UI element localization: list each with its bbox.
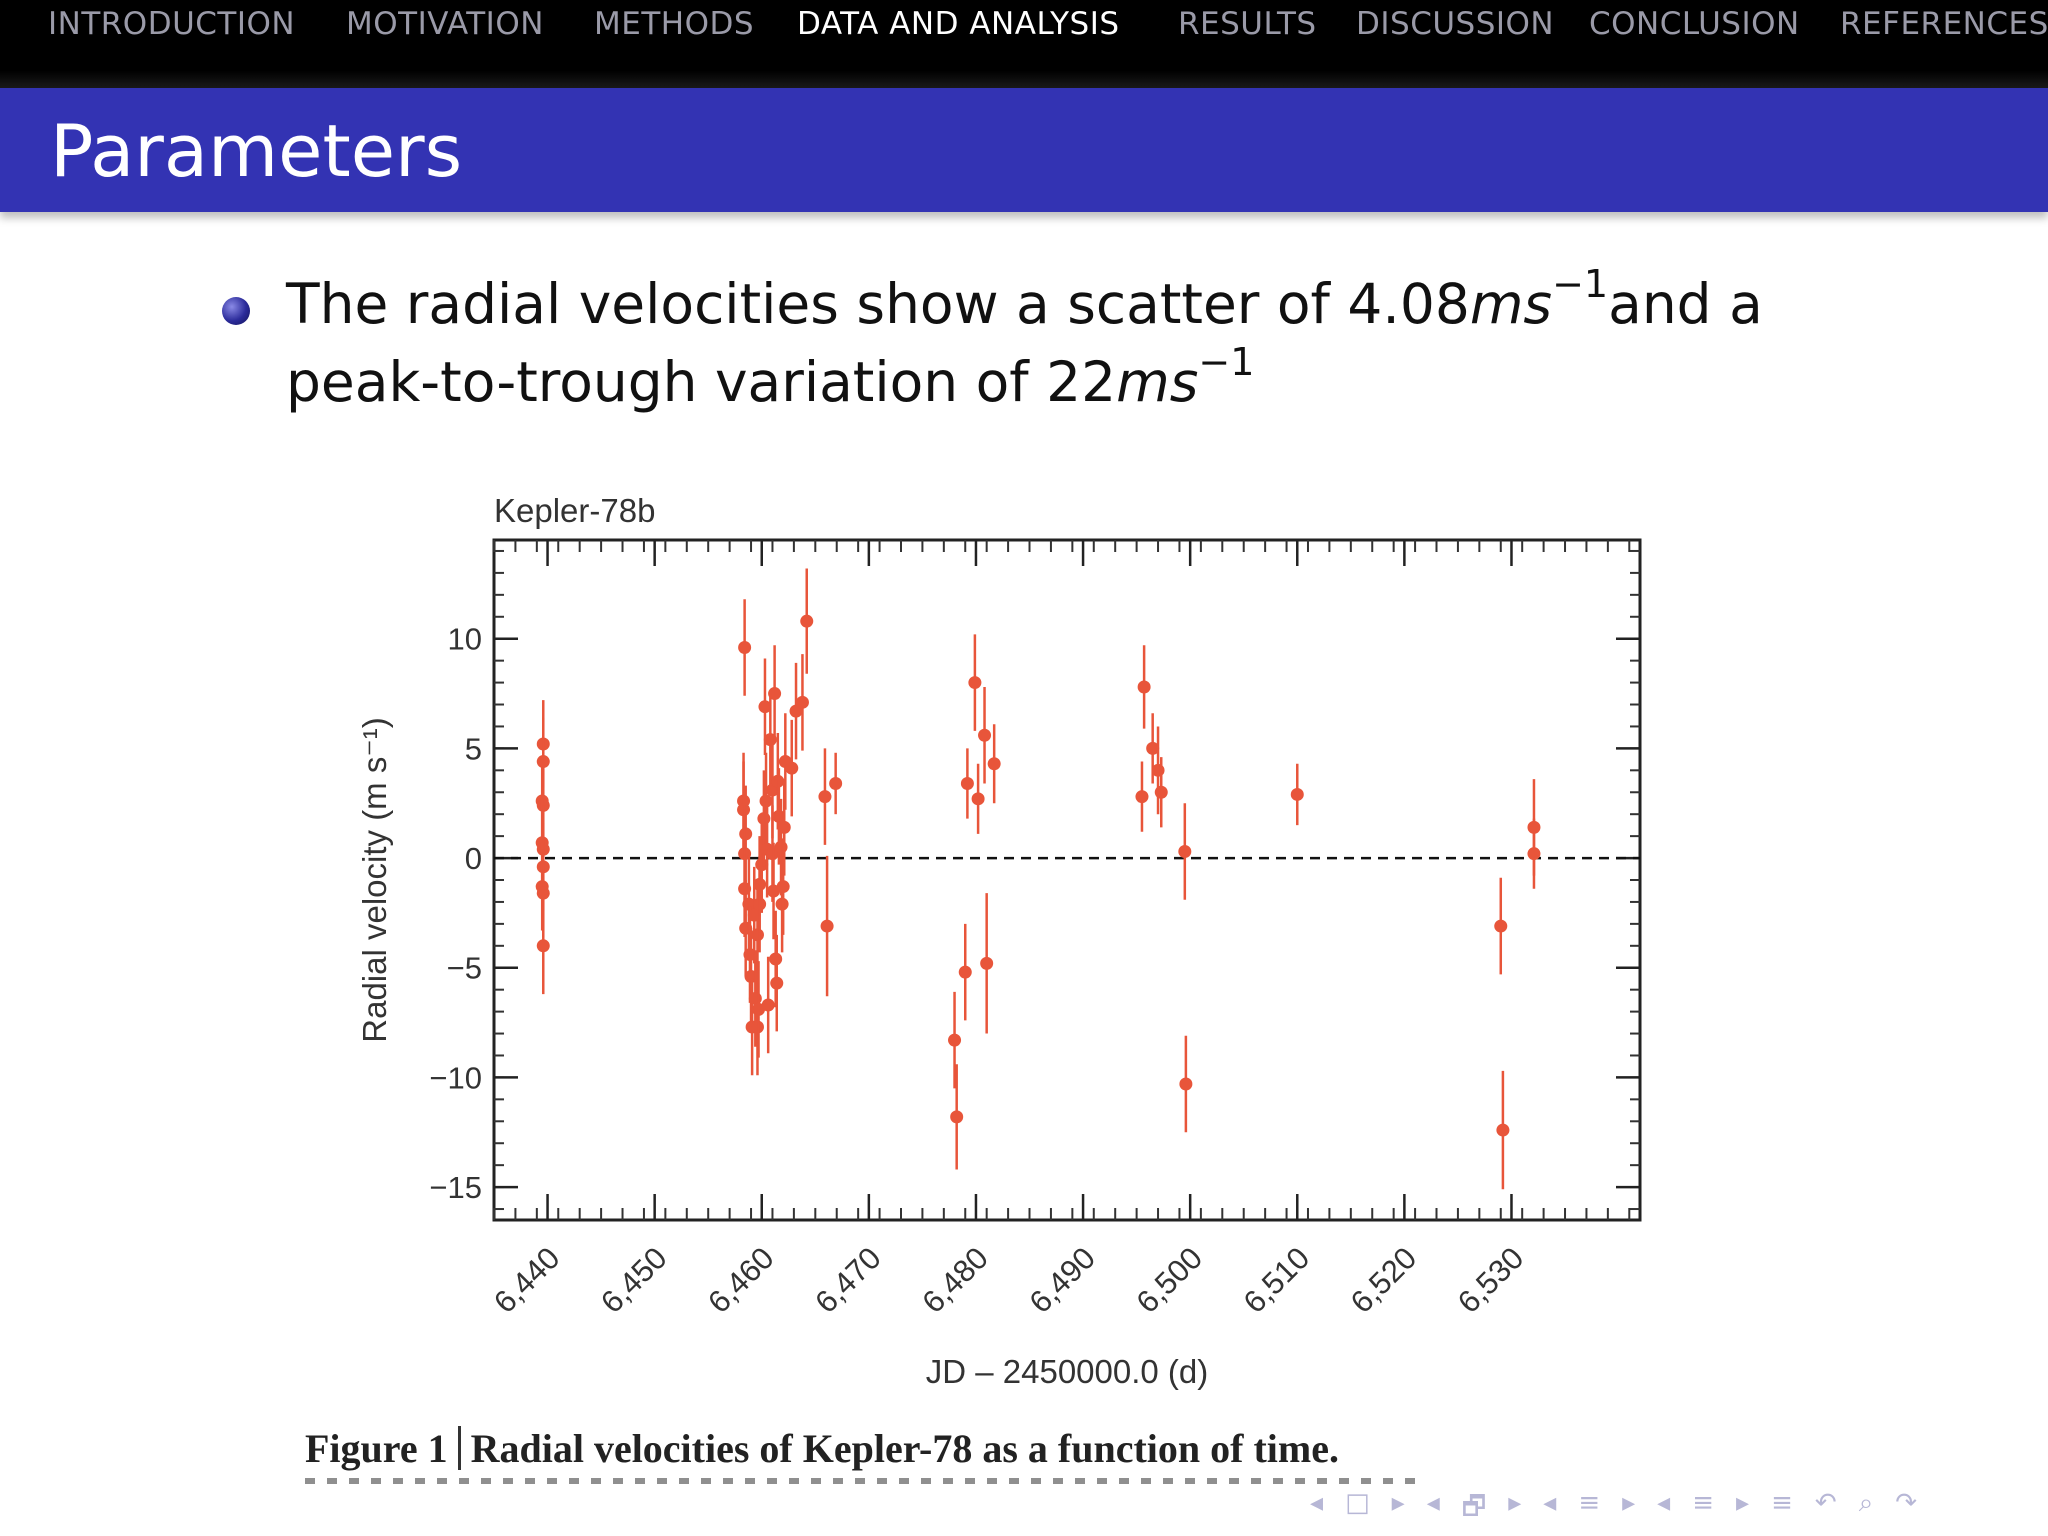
nav-item-conclusion[interactable]: CONCLUSION xyxy=(1589,6,1800,42)
x-tick-label: 6,500 xyxy=(1130,1240,1210,1320)
y-tick-label: 0 xyxy=(465,841,482,876)
data-point xyxy=(758,700,772,714)
data-point xyxy=(1135,790,1149,804)
y-tick-label: 10 xyxy=(448,622,482,657)
nav-item-motivation[interactable]: MOTIVATION xyxy=(346,6,544,42)
data-point xyxy=(1154,785,1168,799)
beamer-nav-glyph-0-icon[interactable]: ◂ xyxy=(1310,1488,1324,1518)
data-point xyxy=(968,676,982,690)
beamer-navigation-controls: ◂ □ ▸ ◂ 🗗 ▸ ◂ ≡ ▸ ◂ ≡ ▸ ≡ ↶ ⌕ ↷ xyxy=(1310,1488,1917,1524)
x-tick-label: 6,510 xyxy=(1237,1240,1317,1320)
x-tick-label: 6,450 xyxy=(594,1240,674,1320)
data-point xyxy=(950,1110,964,1124)
nav-item-discussion[interactable]: DISCUSSION xyxy=(1356,6,1555,42)
bullet-icon xyxy=(222,297,250,325)
data-point xyxy=(960,776,974,790)
data-point xyxy=(820,919,834,933)
data-point xyxy=(1146,741,1160,755)
figure-caption: Figure 1 Radial velocities of Kepler-78 a… xyxy=(305,1425,1339,1472)
x-tick-label: 6,460 xyxy=(701,1240,781,1320)
data-point xyxy=(753,877,767,891)
y-tick-label: −10 xyxy=(429,1060,482,1095)
data-point xyxy=(777,820,791,834)
caption-label: Figure 1 xyxy=(305,1426,448,1471)
data-point xyxy=(776,880,790,894)
beamer-nav-glyph-15-icon[interactable]: ↷ xyxy=(1895,1488,1918,1518)
data-point xyxy=(768,687,782,701)
data-point xyxy=(742,897,756,911)
y-tick-label: 5 xyxy=(465,731,482,766)
data-point xyxy=(536,939,550,953)
data-point xyxy=(759,794,773,808)
data-point xyxy=(1151,763,1165,777)
beamer-nav-glyph-14-icon[interactable]: ⌕ xyxy=(1858,1488,1874,1518)
data-point xyxy=(958,965,972,979)
beamer-nav-glyph-11-icon[interactable]: ▸ xyxy=(1736,1488,1750,1518)
slide-title: Parameters xyxy=(50,109,463,193)
x-tick-label: 6,530 xyxy=(1451,1240,1531,1320)
title-bar: Parameters xyxy=(0,88,2048,212)
data-point xyxy=(1494,919,1508,933)
nav-item-introduction[interactable]: INTRODUCTION xyxy=(48,6,296,42)
data-point xyxy=(795,695,809,709)
data-point xyxy=(774,840,788,854)
beamer-nav-glyph-10-icon[interactable]: ≡ xyxy=(1692,1488,1715,1518)
beamer-nav-glyph-1-icon[interactable]: □ xyxy=(1345,1488,1370,1518)
radial-velocity-chart: Kepler-78b 6,440 6,450 6,460 6,470 6,480 6,490… xyxy=(356,492,1642,1390)
data-point xyxy=(829,776,843,790)
x-tick-label: 6,440 xyxy=(487,1240,567,1320)
beamer-nav-glyph-13-icon[interactable]: ↶ xyxy=(1814,1488,1837,1518)
data-point xyxy=(1179,1077,1193,1091)
data-point xyxy=(971,792,985,806)
data-point xyxy=(536,886,550,900)
beamer-nav-glyph-2-icon[interactable]: ▸ xyxy=(1391,1488,1405,1518)
data-point xyxy=(1496,1123,1510,1137)
caption-separator xyxy=(457,1426,461,1470)
beamer-nav-glyph-3-icon[interactable]: ◂ xyxy=(1426,1488,1440,1518)
data-point xyxy=(1290,787,1304,801)
y-axis-label: Radial velocity (m s⁻¹) xyxy=(356,717,393,1042)
data-point xyxy=(757,812,771,826)
x-tick-label: 6,480 xyxy=(915,1240,995,1320)
nav-item-references[interactable]: REFERENCES xyxy=(1840,6,2048,42)
data-point xyxy=(761,998,775,1012)
nav-item-methods[interactable]: METHODS xyxy=(594,6,755,42)
nav-item-data-and-analysis[interactable]: DATA AND ANALYSIS xyxy=(797,6,1120,42)
data-point xyxy=(770,976,784,990)
beamer-nav-glyph-8-icon[interactable]: ▸ xyxy=(1622,1488,1636,1518)
x-axis-label: JD – 2450000.0 (d) xyxy=(926,1353,1209,1390)
data-point xyxy=(800,614,814,628)
nav-item-results[interactable]: RESULTS xyxy=(1178,6,1317,42)
data-point xyxy=(980,956,994,970)
data-point xyxy=(818,790,832,804)
data-point xyxy=(738,640,752,654)
beamer-nav-glyph-9-icon[interactable]: ◂ xyxy=(1657,1488,1671,1518)
data-point xyxy=(1137,680,1151,694)
x-tick-label: 6,490 xyxy=(1022,1240,1102,1320)
plot-frame xyxy=(492,538,1642,1222)
data-point xyxy=(750,928,764,942)
beamer-nav-glyph-12-icon[interactable]: ≡ xyxy=(1771,1488,1793,1518)
data-point xyxy=(785,761,799,775)
caption-continuation-clipped xyxy=(305,1478,1425,1484)
data-point xyxy=(748,991,762,1005)
beamer-nav-glyph-7-icon[interactable]: ≡ xyxy=(1578,1488,1601,1518)
y-tick-label: −5 xyxy=(447,951,482,986)
data-point xyxy=(1178,844,1192,858)
bullet-text-line-2: peak-to-trough variation of 22ms−1 xyxy=(286,340,1255,414)
data-point xyxy=(987,757,1001,771)
data-point xyxy=(978,728,992,742)
x-tick-label: 6,470 xyxy=(808,1240,888,1320)
chart-title: Kepler-78b xyxy=(494,492,655,529)
data-point xyxy=(948,1033,962,1047)
x-tick-label: 6,520 xyxy=(1344,1240,1424,1320)
caption-text: Radial velocities of Kepler-78 as a func… xyxy=(470,1426,1339,1471)
bullet-text-line-1: The radial velocities show a scatter of … xyxy=(286,262,1763,336)
y-tick-label: −15 xyxy=(429,1170,482,1205)
beamer-nav-glyph-5-icon[interactable]: ▸ xyxy=(1508,1488,1522,1518)
data-point xyxy=(1527,820,1541,834)
beamer-nav-glyph-6-icon[interactable]: ◂ xyxy=(1543,1488,1557,1518)
beamer-nav-glyph-4-icon[interactable]: 🗗 xyxy=(1461,1492,1487,1522)
section-navbar: INTRODUCTION MOTIVATION METHODS DATA AND AN… xyxy=(0,0,2048,88)
